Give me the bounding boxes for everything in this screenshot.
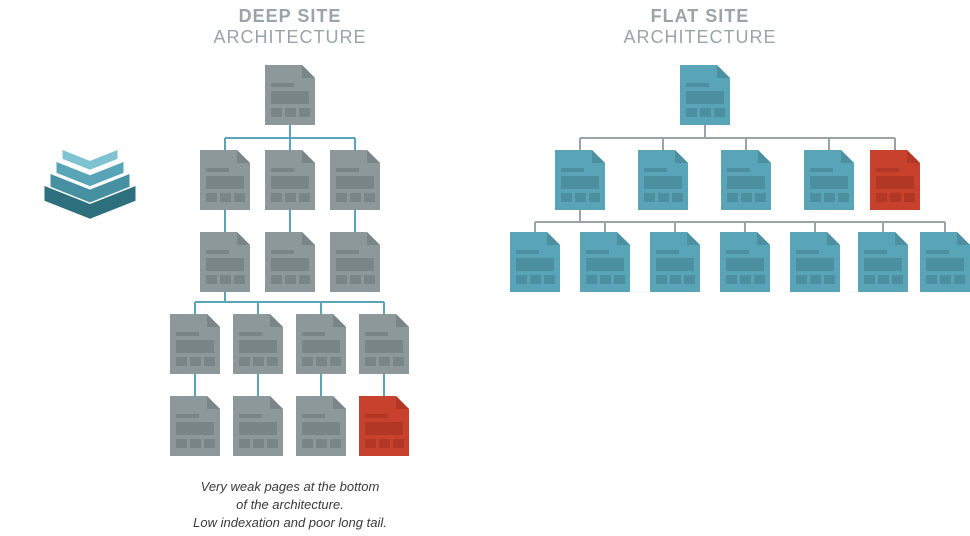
flat-page-icon <box>650 232 700 292</box>
deep-page-icon <box>296 314 346 374</box>
caption-line-3: Low indexation and poor long tail. <box>160 514 420 532</box>
deep-page-icon <box>296 396 346 456</box>
flat-page-icon <box>858 232 908 292</box>
flat-page-icon <box>790 232 840 292</box>
deep-page-icon <box>359 396 409 456</box>
flat-page-icon <box>580 232 630 292</box>
flat-page-icon <box>804 150 854 210</box>
deep-page-icon <box>265 65 315 125</box>
deep-page-icon <box>200 150 250 210</box>
deep-page-icon <box>233 396 283 456</box>
deep-page-icon <box>330 150 380 210</box>
flat-page-icon <box>555 150 605 210</box>
flat-page-icon <box>920 232 970 292</box>
flat-page-icon <box>680 65 730 125</box>
deep-page-icon <box>265 232 315 292</box>
flat-page-icon <box>510 232 560 292</box>
deep-page-icon <box>233 314 283 374</box>
caption-line-2: of the architecture. <box>160 496 420 514</box>
deep-page-icon <box>170 314 220 374</box>
caption-line-1: Very weak pages at the bottom <box>160 478 420 496</box>
deep-caption: Very weak pages at the bottom of the arc… <box>160 478 420 533</box>
deep-page-icon <box>359 314 409 374</box>
flat-page-icon <box>721 150 771 210</box>
flat-page-icon <box>870 150 920 210</box>
deep-page-icon <box>330 232 380 292</box>
deep-page-icon <box>170 396 220 456</box>
depth-arrows-icon <box>40 150 140 270</box>
flat-page-icon <box>720 232 770 292</box>
deep-page-icon <box>265 150 315 210</box>
flat-page-icon <box>638 150 688 210</box>
deep-page-icon <box>200 232 250 292</box>
